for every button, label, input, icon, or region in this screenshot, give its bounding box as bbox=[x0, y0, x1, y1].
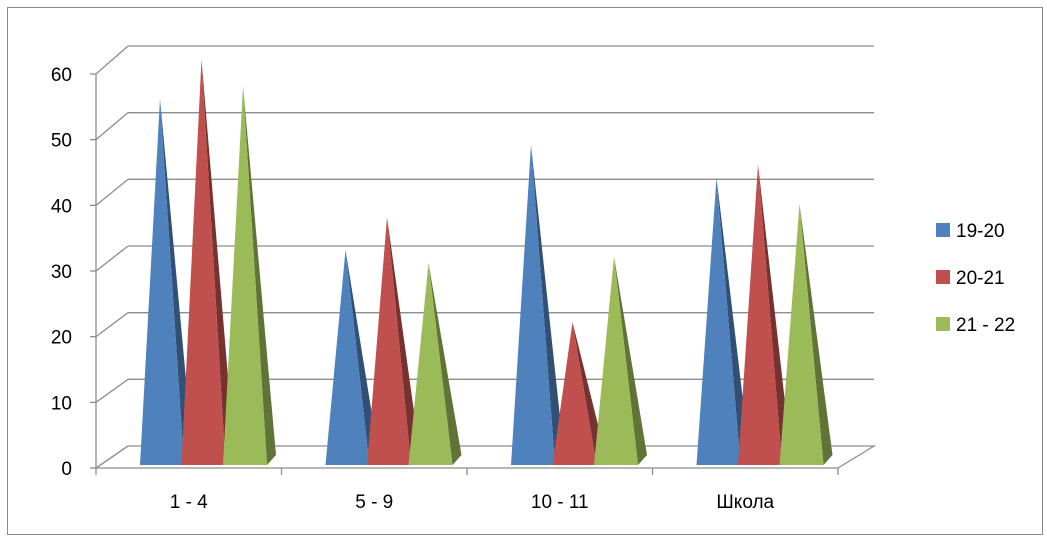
legend-item: 21 - 22 bbox=[936, 315, 1015, 336]
legend-swatch bbox=[936, 223, 950, 237]
legend-item: 19-20 bbox=[936, 221, 1005, 242]
legend: 19-20 20-21 21 - 22 bbox=[936, 221, 1015, 336]
pyramid-front-face bbox=[367, 217, 411, 465]
legend-label: 19-20 bbox=[956, 221, 1005, 242]
pyramid-side-face bbox=[614, 256, 647, 465]
pyramid-bar bbox=[325, 249, 379, 465]
gridline-side bbox=[95, 312, 129, 338]
pyramid-side-face bbox=[799, 203, 833, 465]
pyramid-bar bbox=[223, 85, 276, 465]
pyramid-front-face bbox=[696, 177, 741, 465]
y-tick-label: 60 bbox=[51, 65, 72, 86]
pyramid-side-face bbox=[428, 263, 462, 465]
y-tick-label: 50 bbox=[51, 131, 72, 152]
pyramid-front-face bbox=[140, 98, 184, 465]
pyramid-side-face bbox=[243, 85, 276, 465]
gridline-side bbox=[95, 245, 129, 272]
gridline-side bbox=[95, 112, 129, 141]
axis-layer: 0 10 20 30 40 50 60 1 - 4 5 - 9 10 - 11 Школа bbox=[51, 65, 839, 513]
legend-label: 20-21 bbox=[956, 268, 1005, 289]
y-tick-label: 40 bbox=[51, 196, 72, 217]
x-tick-label: 1 - 4 bbox=[170, 492, 208, 513]
pyramid-bar bbox=[779, 203, 833, 465]
pyramid-side-face bbox=[758, 164, 791, 465]
legend-label: 21 - 22 bbox=[956, 315, 1015, 336]
x-tick-label: Школа bbox=[716, 492, 774, 513]
pyramid-bar bbox=[552, 322, 606, 465]
pyramid-side-face bbox=[531, 144, 564, 466]
y-tick-label: 10 bbox=[51, 393, 72, 414]
pyramid-front-face bbox=[738, 164, 782, 465]
pyramid-bar bbox=[140, 98, 193, 465]
pyramid-side-face bbox=[160, 98, 193, 465]
legend-swatch bbox=[936, 317, 950, 331]
x-tick-label: 10 - 11 bbox=[531, 492, 589, 513]
legend-item: 20-21 bbox=[936, 268, 1005, 289]
gridline-side bbox=[95, 178, 129, 206]
y-tick-label: 0 bbox=[61, 459, 72, 480]
pyramid-front-face bbox=[325, 249, 370, 465]
pyramid-front-face bbox=[223, 85, 267, 465]
pyramid-side-face bbox=[387, 217, 420, 465]
bars-layer bbox=[140, 59, 833, 466]
pyramid-bar bbox=[594, 256, 647, 465]
pyramid-bar bbox=[181, 59, 235, 465]
pyramid-front-face bbox=[181, 59, 226, 465]
gridline-side bbox=[95, 45, 129, 75]
x-tick-label: 5 - 9 bbox=[355, 492, 393, 513]
pyramid-front-face bbox=[594, 256, 638, 465]
pyramid-side-face bbox=[716, 177, 750, 465]
pyramid-front-face bbox=[511, 144, 555, 466]
pyramid-bar bbox=[367, 217, 420, 465]
pyramid-side-face bbox=[572, 322, 606, 465]
y-tick-label: 30 bbox=[51, 262, 72, 283]
pyramid-front-face bbox=[408, 263, 453, 465]
floor bbox=[95, 445, 877, 469]
pyramid-bar bbox=[408, 263, 462, 465]
pyramid-bar bbox=[738, 164, 791, 465]
pyramid-front-face bbox=[779, 203, 824, 465]
pyramid-side-face bbox=[201, 59, 235, 465]
gridline-side bbox=[95, 378, 129, 403]
pyramid-bar bbox=[511, 144, 564, 466]
legend-swatch bbox=[936, 270, 950, 284]
pyramid-side-face bbox=[345, 249, 379, 465]
y-tick-label: 20 bbox=[51, 328, 72, 349]
pyramid-bar bbox=[696, 177, 750, 465]
pyramid-front-face bbox=[552, 322, 597, 465]
